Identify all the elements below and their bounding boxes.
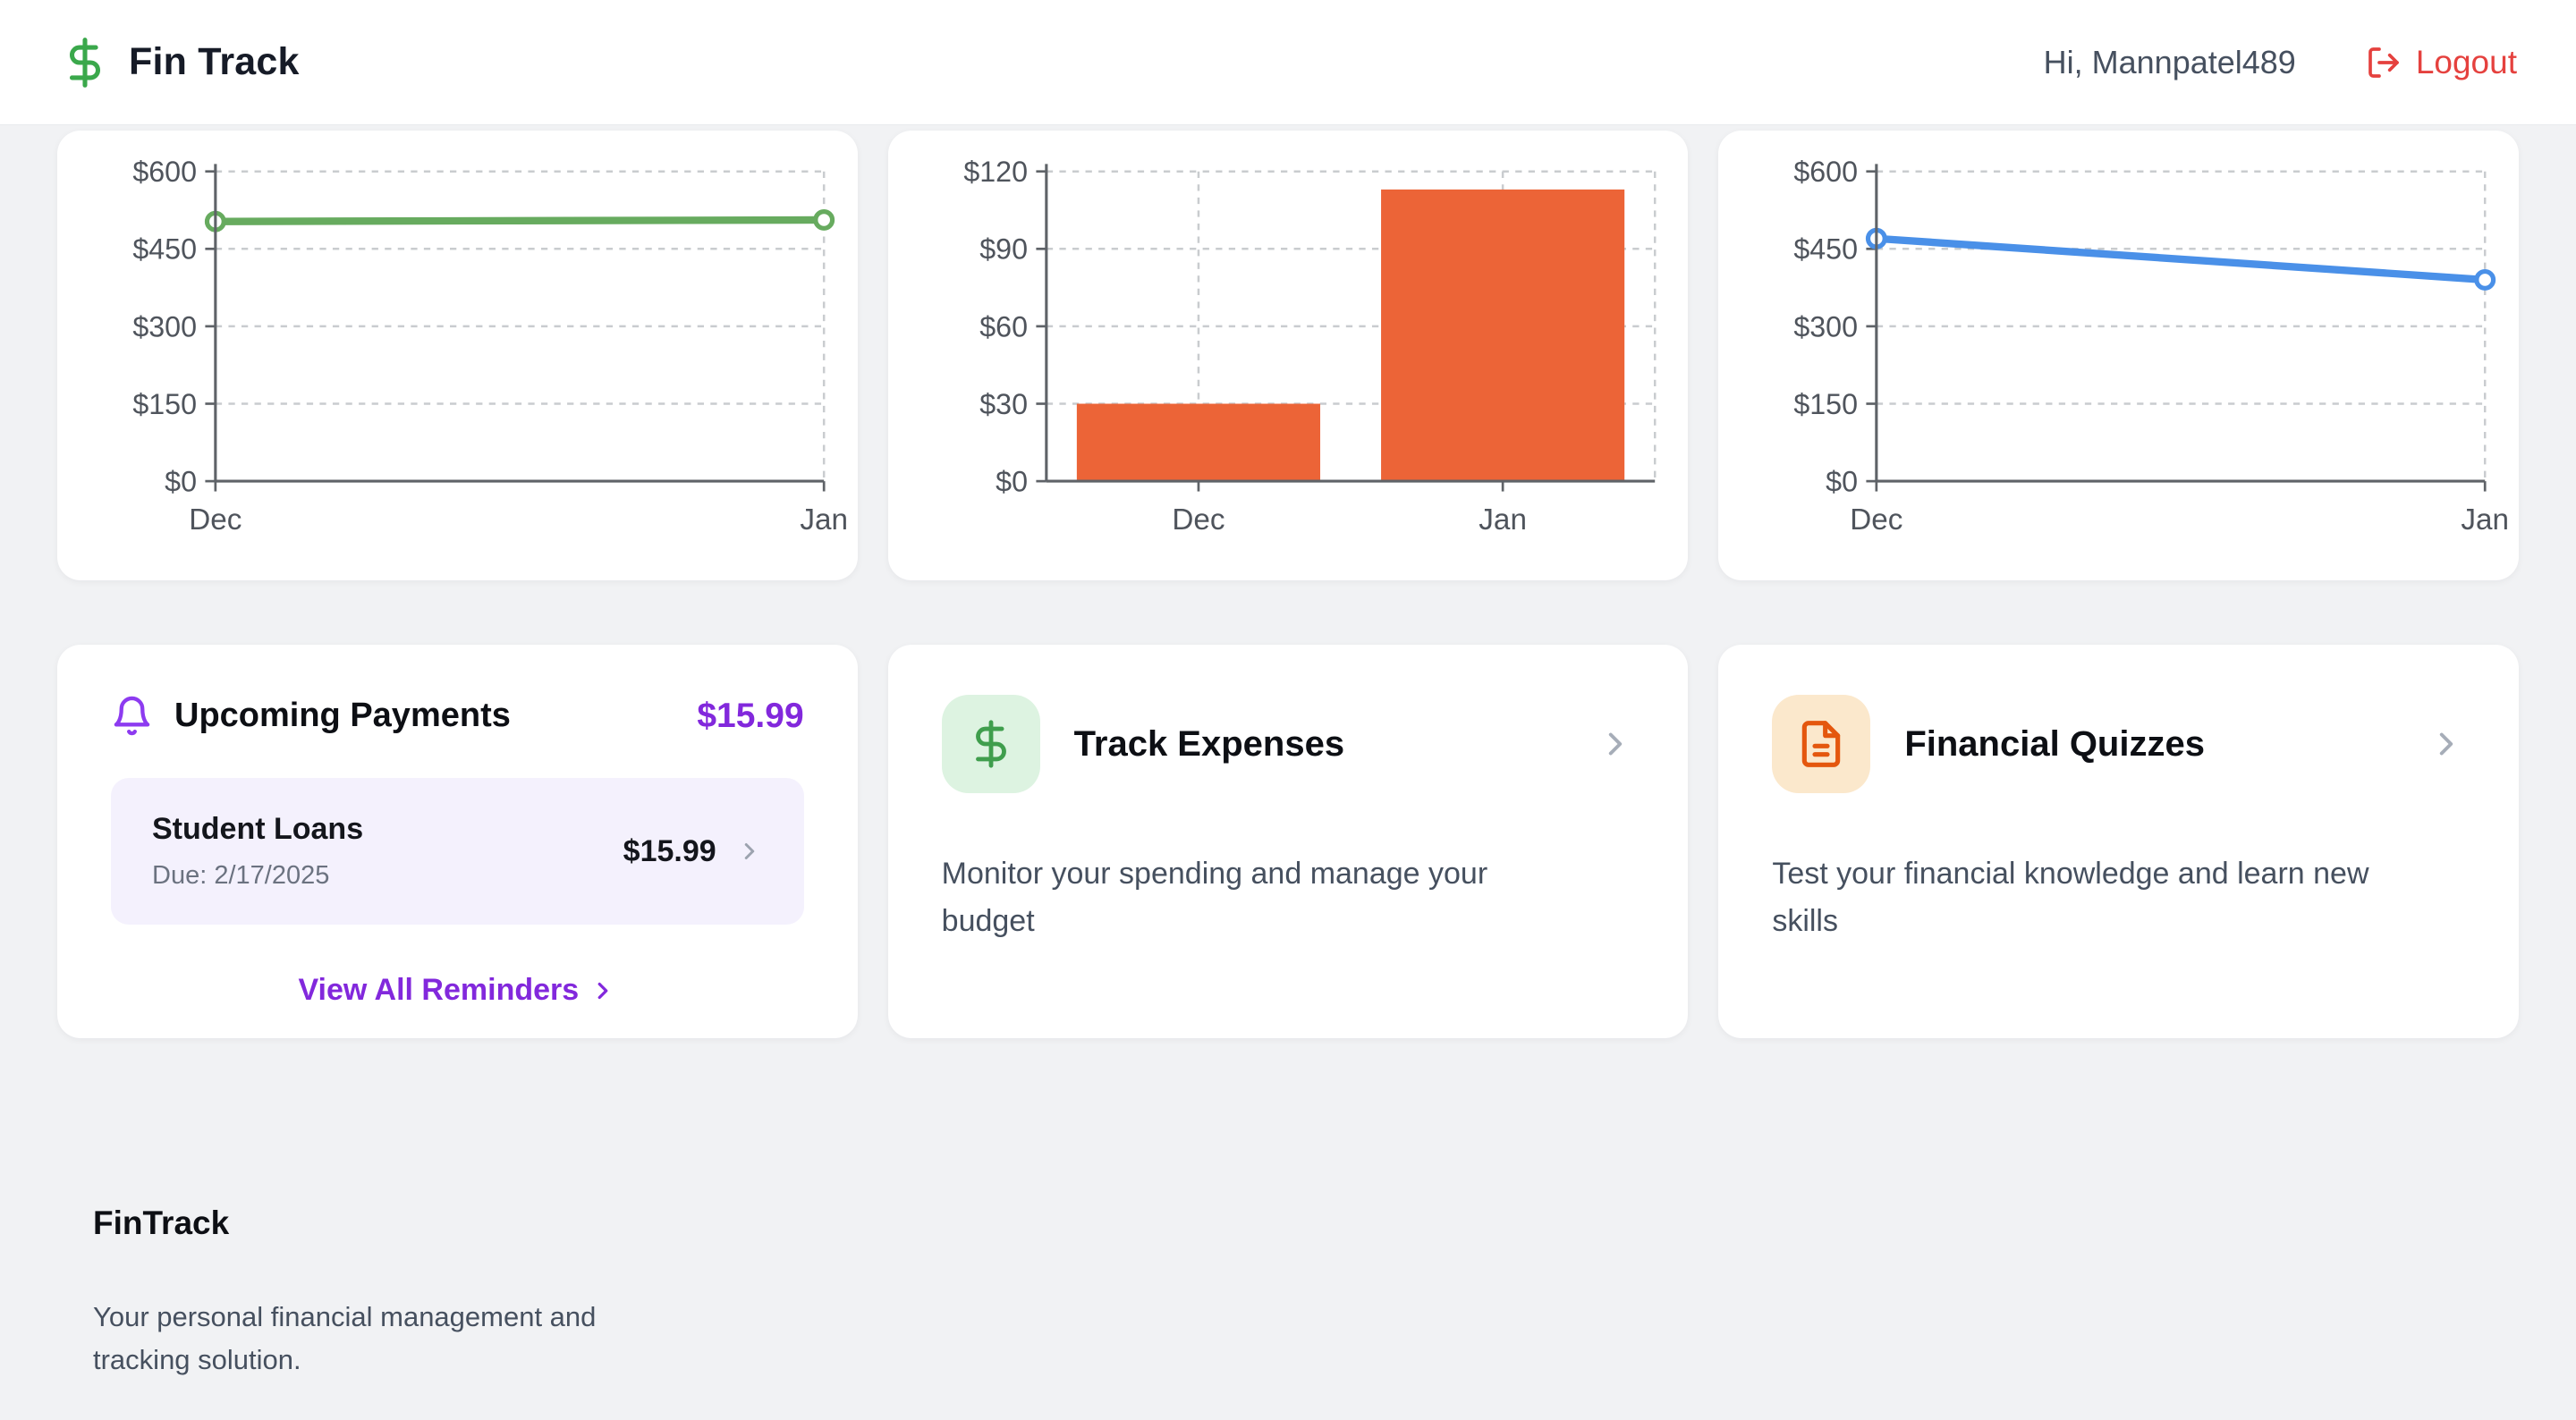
- view-all-reminders-label: View All Reminders: [298, 973, 580, 1007]
- savings-chart-card: $0 $150 $300 $450 $600 Dec Jan: [57, 131, 858, 580]
- svg-text:$120: $120: [963, 156, 1028, 188]
- balance-line-chart: $0 $150 $300 $450 $600 Dec Jan: [1794, 156, 2510, 537]
- balance-chart-card: $0 $150 $300 $450 $600 Dec Jan: [1718, 131, 2519, 580]
- svg-text:$0: $0: [1826, 466, 1859, 498]
- chevron-right-icon: [1609, 732, 1623, 756]
- spending-bar-chart: $0 $30 $60 $90 $120 Dec Jan: [963, 156, 1657, 537]
- savings-line-chart: $0 $150 $300 $450 $600 Dec Jan: [132, 156, 848, 537]
- chevron-right-icon: [2439, 732, 2453, 756]
- svg-text:Jan: Jan: [800, 503, 848, 537]
- view-all-reminders-link[interactable]: View All Reminders: [298, 973, 616, 1008]
- financial-quizzes-title: Financial Quizzes: [1904, 723, 2205, 764]
- dashboard-page: Fin Track Hi, Mannpatel489 Logout $0 $150…: [0, 0, 2576, 1382]
- dollar-icon-badge: [941, 695, 1040, 793]
- file-text-icon: [1802, 721, 1841, 767]
- charts-row: $0 $150 $300 $450 $600 Dec Jan $0 $30 $60 $90 $120…: [57, 131, 2519, 580]
- app-header: Fin Track Hi, Mannpatel489 Logout: [0, 0, 2576, 125]
- main-content: $0 $150 $300 $450 $600 Dec Jan $0 $30 $60 $90 $120…: [0, 131, 2576, 1038]
- track-expenses-header[interactable]: Track Expenses: [941, 695, 1635, 793]
- logout-icon: [2368, 46, 2399, 78]
- svg-text:$450: $450: [1794, 233, 1859, 266]
- bell-icon: [114, 696, 150, 736]
- svg-text:$0: $0: [996, 466, 1028, 498]
- footer-title: FinTrack: [93, 1204, 230, 1241]
- track-expenses-card[interactable]: Track Expenses Monitor your spending and…: [887, 645, 1689, 1038]
- spending-chart-card: $0 $30 $60 $90 $120 Dec Jan: [887, 131, 1689, 580]
- upcoming-payments-total: $15.99: [697, 696, 804, 735]
- reminder-due-date: Due: 2/17/2025: [152, 861, 330, 890]
- svg-text:$60: $60: [979, 310, 1028, 342]
- svg-text:$300: $300: [132, 310, 197, 342]
- upcoming-payments-header: Upcoming Payments $15.99: [111, 695, 804, 737]
- app-title: Fin Track: [129, 40, 300, 83]
- financial-quizzes-header[interactable]: Financial Quizzes: [1772, 695, 2465, 793]
- logout-button[interactable]: Logout: [2366, 44, 2517, 81]
- feature-cards-row: Upcoming Payments $15.99 Student Loans D…: [57, 645, 2519, 1038]
- chevron-right-icon: [744, 843, 754, 859]
- footer-tagline: Your personal financial management and t…: [93, 1301, 597, 1376]
- chevron-right-icon: [597, 982, 608, 999]
- svg-text:$300: $300: [1794, 310, 1859, 342]
- svg-text:Dec: Dec: [1851, 503, 1903, 537]
- header-right: Hi, Mannpatel489 Logout: [2044, 44, 2517, 81]
- track-expenses-description: Monitor your spending and manage your bu…: [941, 857, 1488, 938]
- financial-quizzes-card[interactable]: Financial Quizzes Test your financial kn…: [1718, 645, 2519, 1038]
- financial-quizzes-description: Test your financial knowledge and learn …: [1772, 857, 2369, 938]
- svg-text:$150: $150: [1794, 388, 1859, 420]
- reminder-amount: $15.99: [623, 833, 716, 868]
- user-greeting: Hi, Mannpatel489: [2043, 43, 2296, 80]
- track-expenses-title: Track Expenses: [1073, 723, 1345, 764]
- brand: Fin Track: [59, 37, 300, 89]
- reminder-name: Student Loans: [152, 812, 364, 846]
- svg-text:$90: $90: [979, 233, 1028, 266]
- file-text-icon-badge: [1772, 695, 1871, 793]
- page-footer: FinTrack Your personal financial managem…: [0, 1204, 2576, 1382]
- svg-text:$600: $600: [132, 156, 197, 188]
- svg-text:Jan: Jan: [1479, 503, 1527, 537]
- svg-text:$450: $450: [132, 233, 197, 266]
- reminder-info: Student Loans Due: 2/17/2025: [152, 812, 623, 891]
- reminder-item-student-loans[interactable]: Student Loans Due: 2/17/2025 $15.99: [111, 778, 804, 925]
- svg-text:Dec: Dec: [189, 503, 242, 537]
- svg-text:$30: $30: [979, 388, 1028, 420]
- logout-label: Logout: [2415, 43, 2517, 80]
- dollar-logo-icon: [69, 37, 100, 88]
- upcoming-payments-title: Upcoming Payments: [174, 697, 511, 734]
- svg-text:Jan: Jan: [2462, 503, 2510, 537]
- svg-text:$600: $600: [1794, 156, 1859, 188]
- dollar-icon: [975, 720, 1006, 768]
- upcoming-payments-card: Upcoming Payments $15.99 Student Loans D…: [57, 645, 858, 1038]
- svg-text:Dec: Dec: [1172, 503, 1224, 537]
- svg-text:$150: $150: [132, 388, 197, 420]
- svg-text:$0: $0: [165, 466, 197, 498]
